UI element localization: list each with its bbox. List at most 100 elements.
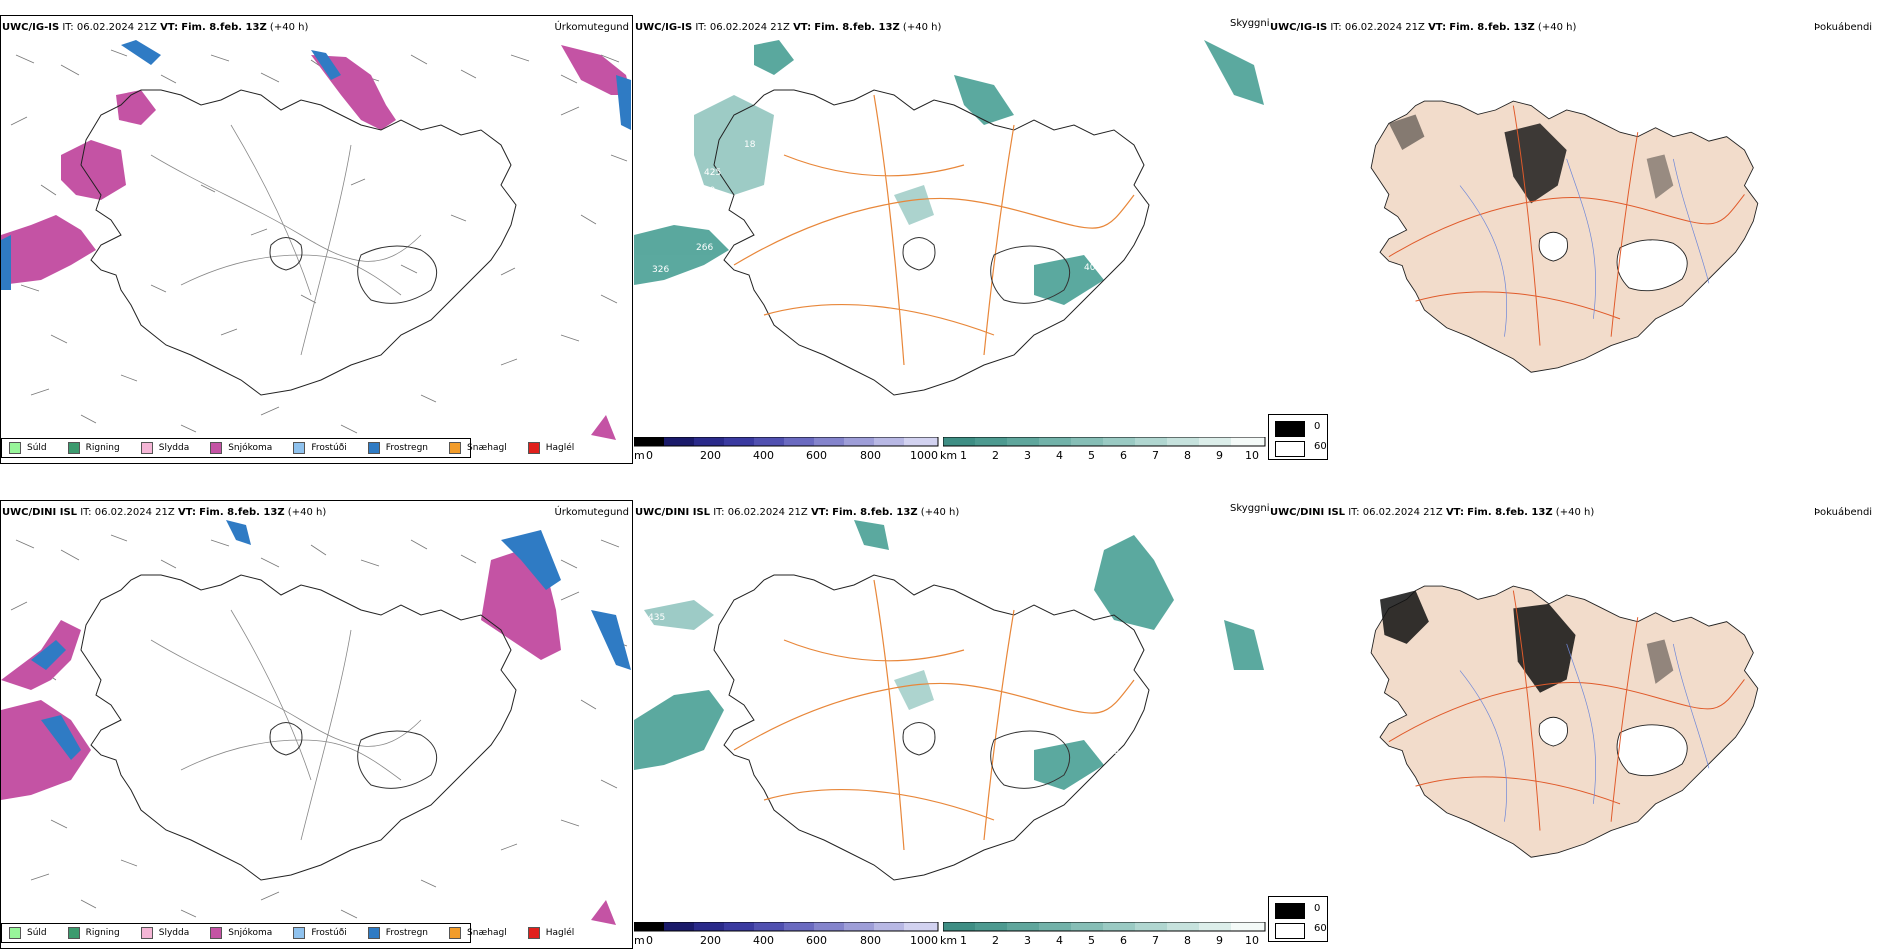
- vt-label: VT:: [177, 507, 196, 518]
- glacier-outlines: [902, 722, 1071, 789]
- fog-scale-top: 0: [1314, 421, 1321, 432]
- km-tick: 8: [1184, 934, 1191, 947]
- it-value: 06.02.2024 21Z: [727, 507, 808, 518]
- iceland-coastline: [713, 89, 1150, 396]
- iceland-coastline: [80, 574, 517, 881]
- row-2: UWC/DINI ISL IT: 06.02.2024 21Z VT: Fim.…: [0, 485, 1900, 950]
- precip-panel-title: Úrkomutegund: [554, 22, 629, 33]
- fog-dark-areas: [1388, 114, 1674, 204]
- visibility-labels: 263 425 420 266 326 18 401: [652, 83, 1101, 275]
- precip-freezing: [1, 40, 631, 290]
- legend-swatch: [527, 927, 540, 939]
- it-value: 06.02.2024 21Z: [76, 22, 157, 33]
- m-tick: 800: [860, 449, 881, 462]
- legend-swatch: [367, 927, 380, 939]
- fog-scale-bottom: 60: [1314, 923, 1327, 934]
- vt-label: VT:: [1428, 22, 1447, 33]
- legend-item: Frostregn: [367, 442, 428, 454]
- km-tick: 3: [1024, 934, 1031, 947]
- legend-label: Súld: [27, 928, 47, 938]
- vis-label: 18: [744, 140, 756, 150]
- precip-legend: Súld Rigning Slydda Snjókoma Frostúði Fr…: [1, 923, 574, 943]
- fog-scale-box: 0 60: [1268, 896, 1328, 942]
- legend-swatch: [293, 442, 306, 454]
- legend-item: Snæhagl: [449, 442, 507, 454]
- lead-time: (+40 h): [902, 22, 942, 33]
- legend-swatch: [140, 442, 153, 454]
- legend-item: Snjókoma: [210, 442, 272, 454]
- fog-swatch-dark: [1275, 903, 1305, 919]
- it-label: IT:: [713, 507, 725, 518]
- km-tick: 5: [1088, 934, 1095, 947]
- fog-map: [1370, 585, 1759, 858]
- km-tick: 1: [960, 934, 967, 947]
- vis-label: 26: [734, 628, 746, 638]
- vt-value: Fim. 8.feb. 13Z: [832, 507, 918, 518]
- fog-dark-areas: [1380, 590, 1674, 693]
- lead-time: (+40 h): [269, 22, 309, 33]
- legend-label: Haglél: [545, 928, 575, 938]
- legend-label: Slydda: [158, 928, 190, 938]
- fog-panel-title: Þokuábendi: [1814, 507, 1873, 518]
- fog-panel-header: UWC/DINI ISL IT: 06.02.2024 21Z VT: Fim.…: [1270, 507, 1594, 519]
- legend-label: Snæhagl: [467, 928, 507, 938]
- roads-orange: [733, 579, 1135, 851]
- m-tick: 0: [646, 934, 653, 947]
- visibility-panel-header: UWC/IG-IS IT: 06.02.2024 21Z VT: Fim. 8.…: [635, 22, 941, 34]
- legend-label: Frostúði: [311, 928, 347, 938]
- km-tick: 6: [1120, 934, 1127, 947]
- m-tick: 600: [806, 449, 827, 462]
- legend-label: Snjókoma: [228, 928, 273, 938]
- legend-label: Haglél: [545, 443, 575, 453]
- vis-label: 425: [704, 168, 721, 178]
- legend-swatch: [293, 927, 306, 939]
- precip-panel-title: Úrkomutegund: [554, 507, 629, 518]
- fog-swatch-dark: [1275, 421, 1305, 437]
- precip-map: [1, 520, 631, 925]
- legend-label: Frostregn: [385, 928, 429, 938]
- vt-value: Fim. 8.feb. 13Z: [181, 22, 267, 33]
- vis-label: 435: [648, 613, 665, 623]
- model-name: UWC/DINI ISL: [2, 507, 78, 518]
- it-value: 06.02.2024 21Z: [709, 22, 790, 33]
- legend-swatch: [367, 442, 380, 454]
- visibility-m-scale: [634, 922, 939, 932]
- glacier-outlines: [269, 722, 438, 789]
- roads-gray: [150, 609, 422, 841]
- visibility-panel-title: Skyggni: [1230, 503, 1270, 514]
- wind-barbs: [10, 49, 628, 434]
- visibility-map: 435 26 16 401: [634, 520, 1264, 881]
- m-tick: 400: [753, 449, 774, 462]
- legend-swatch: [9, 442, 21, 454]
- km-tick: 10: [1245, 449, 1259, 462]
- lead-time: (+40 h): [920, 507, 960, 518]
- lead-time: (+40 h): [1537, 22, 1577, 33]
- model-name: UWC/IG-IS: [2, 22, 60, 33]
- it-value: 06.02.2024 21Z: [1344, 22, 1425, 33]
- km-tick: 2: [992, 449, 999, 462]
- legend-swatch: [9, 927, 21, 939]
- fog-rivers: [1459, 158, 1710, 337]
- lead-time: (+40 h): [1555, 507, 1595, 518]
- precip-panel-header: UWC/DINI ISL IT: 06.02.2024 21Z VT: Fim.…: [2, 507, 326, 519]
- legend-swatch: [449, 442, 462, 454]
- iceland-coastline: [713, 574, 1150, 881]
- legend-item: Snæhagl: [449, 927, 507, 939]
- legend-item: Haglél: [527, 927, 575, 939]
- legend-label: Snjókoma: [228, 443, 273, 453]
- fog-glaciers: [1538, 231, 1688, 292]
- vt-label: VT:: [810, 507, 829, 518]
- vt-value: Fim. 8.feb. 13Z: [814, 22, 900, 33]
- vt-value: Fim. 8.feb. 13Z: [1467, 507, 1553, 518]
- km-tick: 3: [1024, 449, 1031, 462]
- legend-item: Snjókoma: [210, 927, 272, 939]
- km-tick: 1: [960, 449, 967, 462]
- vis-label: 401: [1084, 263, 1101, 273]
- legend-item: Frostúði: [293, 927, 347, 939]
- legend-label: Rigning: [85, 443, 120, 453]
- it-label: IT:: [62, 22, 74, 33]
- roads-orange: [733, 94, 1135, 366]
- fog-scale-box: 0 60: [1268, 414, 1328, 460]
- legend-item: Rigning: [67, 927, 120, 939]
- legend-swatch: [210, 927, 223, 939]
